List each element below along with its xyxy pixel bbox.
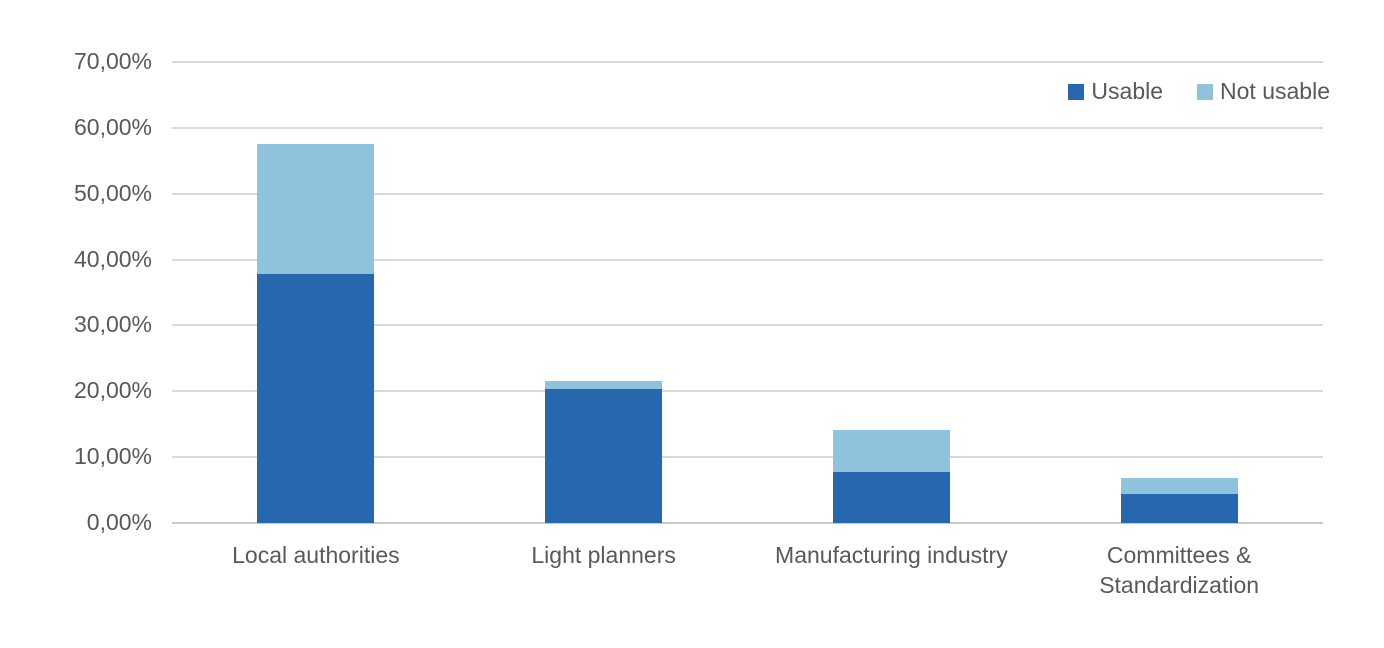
y-tick-label: 60,00% (73, 113, 152, 140)
y-tick-label: 30,00% (73, 311, 152, 338)
x-category-label: Committees & Standardization (1099, 542, 1260, 598)
bar-segment-not-usable[interactable] (545, 381, 663, 389)
x-category-label: Manufacturing industry (775, 542, 1008, 568)
gridline (172, 390, 1323, 393)
gridline (172, 126, 1323, 129)
bar-segment-usable[interactable] (257, 274, 375, 523)
gridline (172, 61, 1323, 63)
bar-stack (832, 430, 950, 523)
bar-segment-not-usable[interactable] (257, 144, 375, 275)
bar-stack (1120, 478, 1238, 523)
bar-segment-usable[interactable] (545, 388, 663, 523)
x-category-label: Light planners (531, 542, 676, 568)
legend-swatch-icon (1197, 83, 1214, 100)
y-tick-label: 40,00% (73, 245, 152, 272)
x-axis-line (172, 522, 1323, 524)
y-tick-label: 0,00% (86, 509, 152, 535)
gridline (172, 258, 1323, 261)
y-tick-label: 10,00% (73, 443, 152, 470)
legend: Usable Not usable (1068, 80, 1330, 103)
bar-stack (545, 381, 663, 523)
gridline (172, 192, 1323, 195)
bar-segment-not-usable[interactable] (1120, 478, 1238, 495)
bar-stack (257, 144, 375, 523)
legend-swatch-icon (1068, 83, 1085, 100)
y-tick-label: 70,00% (73, 48, 152, 74)
legend-entry: Usable (1068, 80, 1163, 103)
legend-label: Not usable (1220, 78, 1330, 104)
y-tick-label: 50,00% (73, 179, 152, 206)
bar-segment-not-usable[interactable] (832, 430, 950, 473)
gridline (172, 456, 1323, 459)
bar-segment-usable[interactable] (832, 472, 950, 523)
legend-label: Usable (1091, 78, 1164, 104)
legend-entry: Not usable (1197, 80, 1330, 103)
y-tick-label: 20,00% (73, 377, 152, 404)
bar-segment-usable[interactable] (1120, 494, 1238, 523)
plot-area (172, 61, 1323, 524)
x-category-label: Local authorities (232, 542, 400, 568)
gridline (172, 324, 1323, 327)
